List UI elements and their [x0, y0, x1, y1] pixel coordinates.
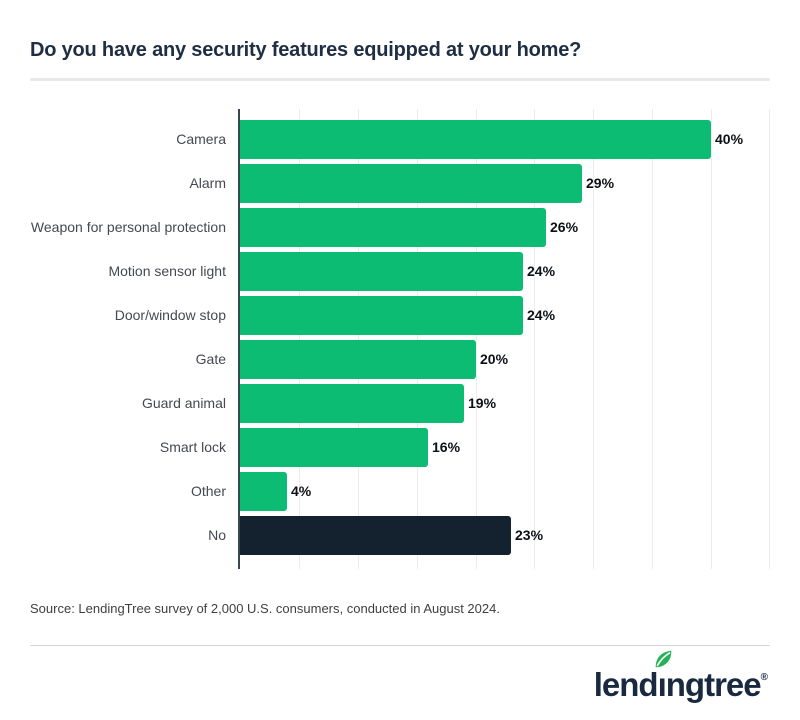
category-label: Camera [176, 131, 226, 147]
gridline-30 [593, 109, 594, 569]
title-divider [30, 78, 770, 81]
value-label: 19% [468, 395, 497, 411]
bar-row: 20% [240, 337, 770, 381]
lendingtree-logo: lend ıngtree® [593, 650, 768, 710]
bar [240, 163, 582, 203]
footer-divider [30, 645, 770, 646]
bar-row: 24% [240, 293, 770, 337]
plot-area: 40% 29% 26% 24% 24% 20% 19% 16% 4% 23% [238, 109, 770, 569]
logo-text-post: ngtree [665, 666, 762, 703]
category-label: Guard animal [141, 395, 226, 411]
value-label: 29% [586, 175, 615, 191]
value-label: 24% [527, 307, 556, 323]
logo-letter-i: ı [655, 650, 671, 703]
gridline-45 [769, 109, 770, 569]
category-label: Weapon for personal protection [30, 219, 226, 235]
source-note: Source: LendingTree survey of 2,000 U.S.… [30, 601, 500, 616]
logo-text-pre: lend [593, 666, 659, 703]
bar-row: 26% [240, 205, 770, 249]
logo-i-stem: ı [657, 666, 667, 703]
bar-row: 23% [240, 513, 770, 557]
bar-chart: Camera Alarm Weapon for personal protectio… [30, 109, 770, 569]
bar [240, 471, 287, 511]
value-label: 40% [715, 131, 744, 147]
bar-row: 40% [240, 117, 770, 161]
value-label: 16% [432, 439, 461, 455]
value-label: 23% [515, 527, 544, 543]
gridline-25 [534, 109, 535, 569]
category-label: Smart lock [159, 439, 226, 455]
bar-row: 19% [240, 381, 770, 425]
gridline-15 [417, 109, 418, 569]
category-label: Other [190, 483, 226, 499]
gridline-35 [652, 109, 653, 569]
bar [240, 339, 476, 379]
gridline-5 [299, 109, 300, 569]
bar-row: 24% [240, 249, 770, 293]
bar-row: 29% [240, 161, 770, 205]
bar [240, 207, 546, 247]
bar [240, 427, 428, 467]
leaf-icon [655, 650, 671, 668]
category-label: No [208, 527, 226, 543]
category-labels: Camera Alarm Weapon for personal protectio… [30, 109, 238, 569]
gridline-40 [711, 109, 712, 569]
category-label: Door/window stop [114, 307, 226, 323]
bar [240, 119, 711, 159]
page-title: Do you have any security features equipp… [30, 39, 582, 61]
bar-row: 16% [240, 425, 770, 469]
value-label: 4% [291, 483, 312, 499]
logo-row: lend ıngtree® [30, 650, 770, 710]
value-label: 26% [550, 219, 579, 235]
category-label: Gate [195, 351, 226, 367]
bar [240, 383, 464, 423]
bar [240, 295, 523, 335]
registered-trademark: ® [760, 672, 768, 683]
bar [240, 515, 511, 555]
bar-row: 4% [240, 469, 770, 513]
category-label: Alarm [189, 175, 226, 191]
value-label: 24% [527, 263, 556, 279]
bar [240, 251, 523, 291]
gridline-10 [358, 109, 359, 569]
value-label: 20% [480, 351, 509, 367]
category-label: Motion sensor light [108, 263, 226, 279]
gridline-20 [476, 109, 477, 569]
